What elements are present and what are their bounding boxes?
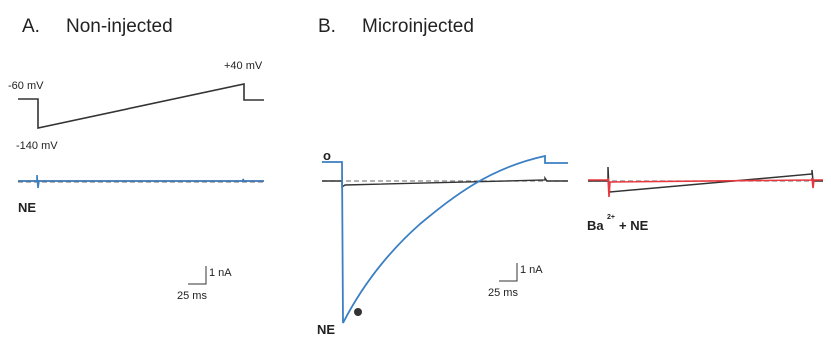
panel-b-title: Microinjected [362,16,474,37]
open-circle-marker: o [323,148,331,163]
control-current-trace-b [322,175,568,189]
scale-bar-a [188,266,207,285]
scale-current-label-b: 1 nA [520,264,543,276]
panel-a-title: Non-injected [66,16,173,37]
start-voltage-label: -140 mV [16,140,58,152]
holding-voltage-label: -60 mV [8,80,44,92]
ne-current-trace [18,174,264,189]
barium-label-superscript: 2+ [607,214,615,221]
barium-label-suffix: + NE [619,218,649,233]
panel-a-letter: A. [22,16,40,37]
ne-current-trace-b [322,154,568,324]
scale-time-label-a: 25 ms [177,290,207,302]
filled-circle-marker [354,308,362,316]
scale-current-label-a: 1 nA [209,267,232,279]
ne-label-a: NE [18,200,36,215]
panel-b-letter: B. [318,16,336,37]
end-voltage-label: +40 mV [224,60,263,72]
barium-label-prefix: Ba [587,218,604,233]
scale-time-label-b: 25 ms [488,287,518,299]
ne-label-b: NE [317,322,335,337]
scale-bar-b [499,263,518,282]
voltage-ramp-protocol [18,83,264,129]
barium-ne-trace [588,177,823,198]
